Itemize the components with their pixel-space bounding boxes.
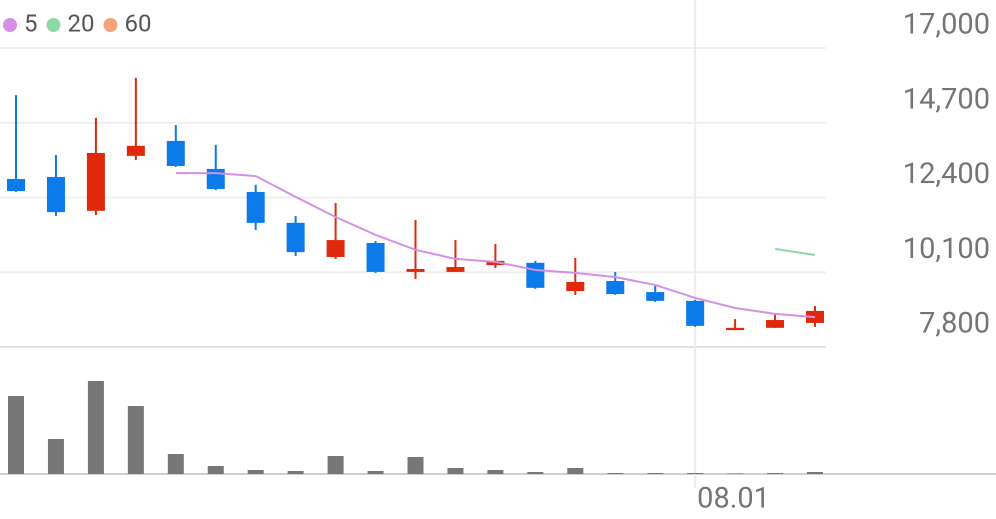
volume-bar [8,396,24,474]
volume-bar [807,472,823,474]
ma-line [175,172,816,319]
volume-bar [607,473,624,474]
y-tick-label: 12,400 [903,157,990,191]
volume-bar [727,473,744,474]
volume-bar [287,471,304,474]
candle-body [446,267,465,272]
candle-body [46,177,65,213]
volume-bar [407,457,424,474]
candle-body [246,191,265,223]
candle-body [606,281,625,295]
y-tick-label: 14,700 [903,82,990,116]
y-tick-label: 10,100 [903,232,990,266]
volume-bar [127,406,144,474]
candle-body [166,140,185,166]
candle-body [486,260,505,266]
volume-bar [647,473,664,474]
y-tick-label: 7,800 [919,307,990,341]
candle-body [566,282,585,292]
legend-label: 20 [68,9,95,37]
volume-bar [87,381,104,474]
volume-bar [447,468,464,474]
volume-bar [207,466,224,474]
legend-swatch [103,18,118,32]
candle-body [766,320,785,328]
candle-body [126,145,145,156]
legend-label: 5 [24,9,38,37]
candle-body [86,152,105,211]
candle-body [686,300,705,326]
candle-body [726,327,745,331]
candle-body [206,168,225,190]
volume-bar [687,473,704,474]
legend-label: 60 [124,9,151,37]
candle-body [646,292,665,301]
x-tick-label: 08.01 [697,482,770,516]
candle-body [7,178,25,191]
legend-swatch [3,18,17,32]
y-tick-label: 17,000 [903,8,990,42]
volume-bar [327,456,344,474]
candle-body [366,243,385,272]
volume-bar [367,471,384,474]
volume-bar [167,454,184,474]
ma-line [774,247,816,257]
legend-swatch [46,18,61,32]
volume-bar [527,472,544,474]
candle-body [286,222,305,253]
candle-body [326,240,345,257]
volume-bar [47,439,64,474]
candle-body [406,269,425,272]
volume-bar [247,470,264,474]
volume-bar [487,470,504,474]
volume-bar [567,468,584,474]
volume-bar [767,473,784,474]
candle-body [526,262,545,288]
